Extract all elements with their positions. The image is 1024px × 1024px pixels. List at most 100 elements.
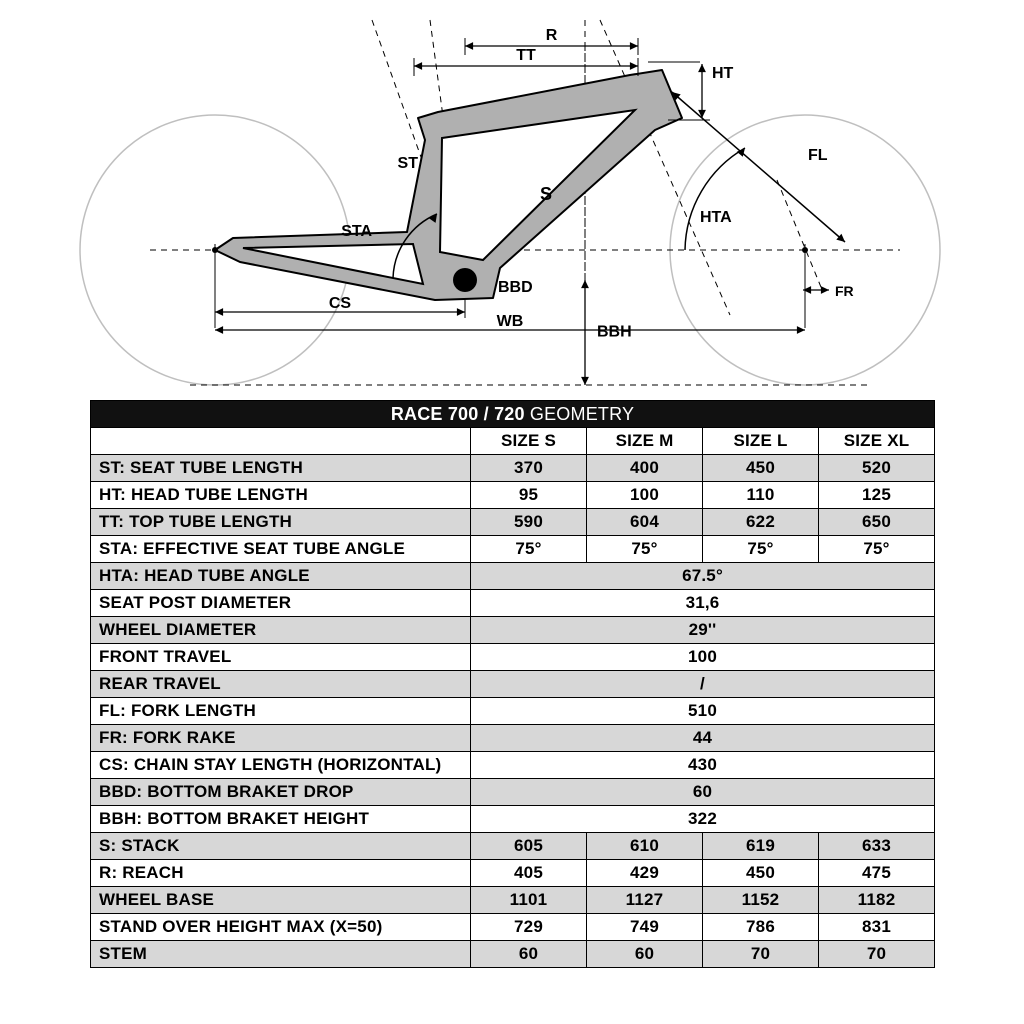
cell: 1152 <box>703 887 819 914</box>
cell: 619 <box>703 833 819 860</box>
svg-text:FL: FL <box>808 147 828 164</box>
svg-text:FR: FR <box>835 283 854 299</box>
cell: 95 <box>471 482 587 509</box>
table-row: STA: EFFECTIVE SEAT TUBE ANGLE75°75°75°7… <box>91 536 935 563</box>
row-label: BBD: BOTTOM BRAKET DROP <box>91 779 471 806</box>
cell: 1182 <box>819 887 935 914</box>
svg-text:HTA: HTA <box>700 209 732 226</box>
table-row: CS: CHAIN STAY LENGTH (HORIZONTAL)430 <box>91 752 935 779</box>
cell: 75° <box>819 536 935 563</box>
row-label: SEAT POST DIAMETER <box>91 590 471 617</box>
table-row: FRONT TRAVEL100 <box>91 644 935 671</box>
cell: 633 <box>819 833 935 860</box>
cell: 1101 <box>471 887 587 914</box>
table-row: BBD: BOTTOM BRAKET DROP60 <box>91 779 935 806</box>
row-label: WHEEL DIAMETER <box>91 617 471 644</box>
svg-text:HT: HT <box>712 65 734 82</box>
svg-text:CS: CS <box>329 295 352 312</box>
svg-text:BBD: BBD <box>498 279 533 296</box>
table-row: FR: FORK RAKE44 <box>91 725 935 752</box>
row-label: CS: CHAIN STAY LENGTH (HORIZONTAL) <box>91 752 471 779</box>
svg-text:ST: ST <box>398 155 419 172</box>
col-header-2: SIZE L <box>703 428 819 455</box>
row-span-value: 60 <box>471 779 935 806</box>
table-row: TT: TOP TUBE LENGTH590604622650 <box>91 509 935 536</box>
cell: 749 <box>587 914 703 941</box>
row-span-value: 67.5° <box>471 563 935 590</box>
table-row: ST: SEAT TUBE LENGTH370400450520 <box>91 455 935 482</box>
svg-text:BBH: BBH <box>597 324 632 341</box>
table-row: R: REACH405429450475 <box>91 860 935 887</box>
cell: 831 <box>819 914 935 941</box>
svg-text:S: S <box>540 184 552 204</box>
cell: 405 <box>471 860 587 887</box>
svg-text:TT: TT <box>516 47 536 64</box>
row-span-value: 430 <box>471 752 935 779</box>
row-span-value: 510 <box>471 698 935 725</box>
row-label: R: REACH <box>91 860 471 887</box>
cell: 70 <box>703 941 819 968</box>
row-label: REAR TRAVEL <box>91 671 471 698</box>
cell: 650 <box>819 509 935 536</box>
row-label: STA: EFFECTIVE SEAT TUBE ANGLE <box>91 536 471 563</box>
cell: 786 <box>703 914 819 941</box>
cell: 610 <box>587 833 703 860</box>
cell: 75° <box>703 536 819 563</box>
row-label: TT: TOP TUBE LENGTH <box>91 509 471 536</box>
row-label: S: STACK <box>91 833 471 860</box>
table-row: S: STACK605610619633 <box>91 833 935 860</box>
table-row: WHEEL BASE1101112711521182 <box>91 887 935 914</box>
cell: 370 <box>471 455 587 482</box>
svg-text:R: R <box>546 27 558 44</box>
row-label: FRONT TRAVEL <box>91 644 471 671</box>
table-row: HT: HEAD TUBE LENGTH95100110125 <box>91 482 935 509</box>
cell: 1127 <box>587 887 703 914</box>
row-label: WHEEL BASE <box>91 887 471 914</box>
row-span-value: 31,6 <box>471 590 935 617</box>
cell: 729 <box>471 914 587 941</box>
col-header-0: SIZE S <box>471 428 587 455</box>
cell: 100 <box>587 482 703 509</box>
table-title: RACE 700 / 720 GEOMETRY <box>91 401 935 428</box>
table-row: HTA: HEAD TUBE ANGLE67.5° <box>91 563 935 590</box>
cell: 400 <box>587 455 703 482</box>
cell: 605 <box>471 833 587 860</box>
row-label: HTA: HEAD TUBE ANGLE <box>91 563 471 590</box>
table-row: WHEEL DIAMETER29'' <box>91 617 935 644</box>
row-span-value: / <box>471 671 935 698</box>
svg-text:WB: WB <box>497 313 524 330</box>
table-row: STAND OVER HEIGHT MAX (X=50)729749786831 <box>91 914 935 941</box>
row-span-value: 322 <box>471 806 935 833</box>
table-row: SEAT POST DIAMETER31,6 <box>91 590 935 617</box>
cell: 590 <box>471 509 587 536</box>
svg-text:STA: STA <box>341 223 372 240</box>
table-row: FL: FORK LENGTH510 <box>91 698 935 725</box>
cell: 450 <box>703 455 819 482</box>
row-label: ST: SEAT TUBE LENGTH <box>91 455 471 482</box>
row-span-value: 100 <box>471 644 935 671</box>
cell: 520 <box>819 455 935 482</box>
table-row: REAR TRAVEL/ <box>91 671 935 698</box>
cell: 60 <box>587 941 703 968</box>
cell: 75° <box>587 536 703 563</box>
row-label: STEM <box>91 941 471 968</box>
row-label: STAND OVER HEIGHT MAX (X=50) <box>91 914 471 941</box>
cell: 70 <box>819 941 935 968</box>
cell: 75° <box>471 536 587 563</box>
col-header-3: SIZE XL <box>819 428 935 455</box>
cell: 125 <box>819 482 935 509</box>
header-blank <box>91 428 471 455</box>
geometry-table: RACE 700 / 720 GEOMETRY SIZE SSIZE MSIZE… <box>90 400 934 968</box>
row-span-value: 29'' <box>471 617 935 644</box>
row-label: BBH: BOTTOM BRAKET HEIGHT <box>91 806 471 833</box>
row-label: FR: FORK RAKE <box>91 725 471 752</box>
cell: 429 <box>587 860 703 887</box>
row-label: HT: HEAD TUBE LENGTH <box>91 482 471 509</box>
row-label: FL: FORK LENGTH <box>91 698 471 725</box>
col-header-1: SIZE M <box>587 428 703 455</box>
cell: 622 <box>703 509 819 536</box>
cell: 604 <box>587 509 703 536</box>
cell: 110 <box>703 482 819 509</box>
row-span-value: 44 <box>471 725 935 752</box>
cell: 60 <box>471 941 587 968</box>
